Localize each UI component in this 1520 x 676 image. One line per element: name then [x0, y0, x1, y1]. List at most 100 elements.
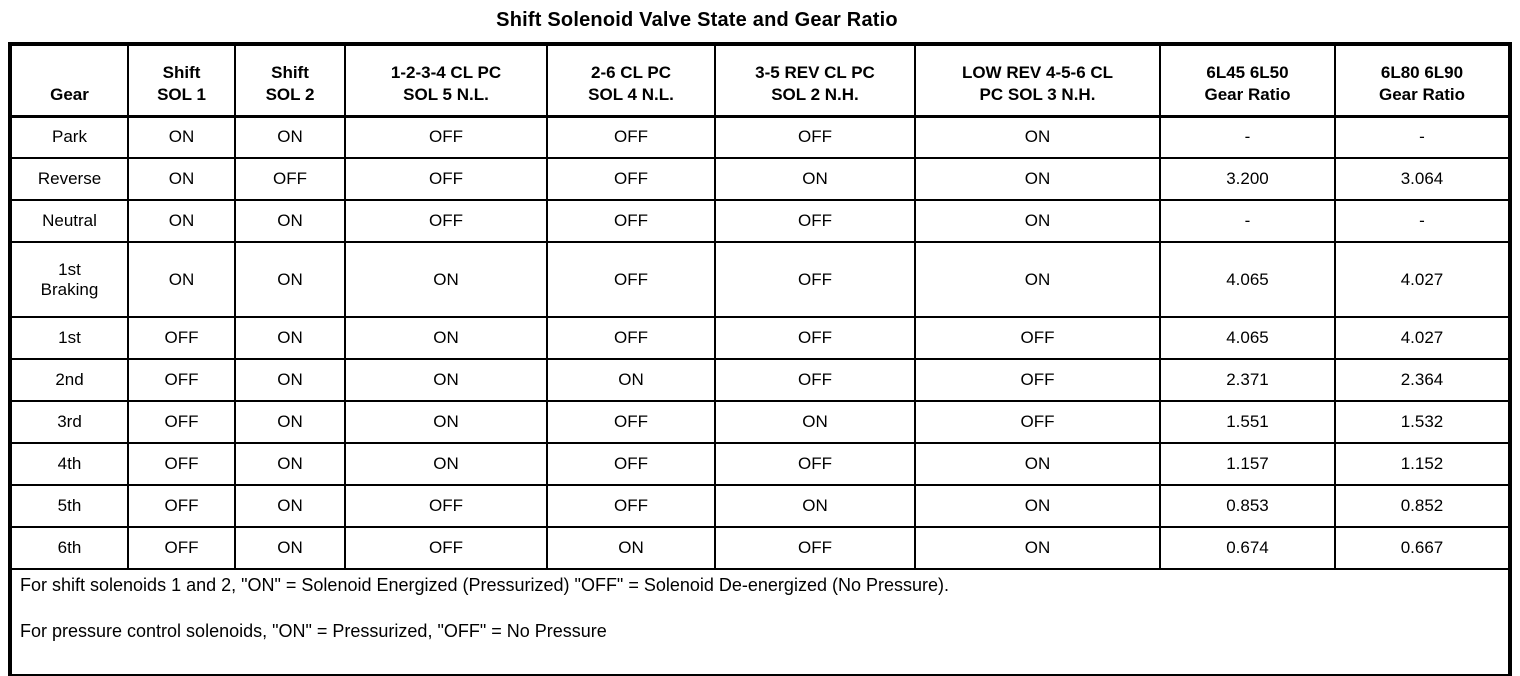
ratio-cell: -	[1334, 115, 1511, 159]
ratio-cell: 2.364	[1334, 358, 1511, 402]
state-cell: OFF	[546, 199, 716, 243]
state-cell: OFF	[127, 526, 236, 570]
column-header-ratio-6l80-6l90: 6L80 6L90 Gear Ratio	[1334, 43, 1511, 118]
state-cell: ON	[914, 199, 1161, 243]
table-row: Neutral ON ON OFF OFF OFF ON - -	[9, 199, 1511, 243]
state-cell: ON	[714, 400, 916, 444]
table-row: 3rd OFF ON ON OFF ON OFF 1.551 1.532	[9, 400, 1511, 444]
state-cell: OFF	[714, 526, 916, 570]
gear-cell: 1st Braking	[9, 241, 129, 318]
state-cell: OFF	[127, 358, 236, 402]
gear-cell: 3rd	[9, 400, 129, 444]
state-cell: OFF	[344, 115, 548, 159]
state-cell: ON	[914, 241, 1161, 318]
table-row: 6th OFF ON OFF ON OFF ON 0.674 0.667	[9, 526, 1511, 570]
gear-cell: 5th	[9, 484, 129, 528]
state-cell: ON	[344, 358, 548, 402]
ratio-cell: -	[1159, 199, 1336, 243]
state-cell: ON	[714, 157, 916, 201]
state-cell: ON	[914, 442, 1161, 486]
state-cell: ON	[546, 358, 716, 402]
state-cell: OFF	[914, 316, 1161, 360]
state-cell: OFF	[546, 400, 716, 444]
state-cell: OFF	[344, 199, 548, 243]
column-header-cl-pc-sol-5: 1-2-3-4 CL PC SOL 5 N.L.	[344, 43, 548, 118]
state-cell: OFF	[344, 484, 548, 528]
column-header-rev-cl-pc-sol-2: 3-5 REV CL PC SOL 2 N.H.	[714, 43, 916, 118]
table-body: Park ON ON OFF OFF OFF ON - - Reverse ON OFF OFF OFF O…	[9, 115, 1511, 570]
ratio-cell: 4.065	[1159, 241, 1336, 318]
state-cell: OFF	[714, 316, 916, 360]
state-cell: ON	[234, 526, 346, 570]
state-cell: OFF	[546, 442, 716, 486]
state-cell: OFF	[546, 157, 716, 201]
ratio-cell: 1.551	[1159, 400, 1336, 444]
state-cell: OFF	[234, 157, 346, 201]
table-row: 2nd OFF ON ON ON OFF OFF 2.371 2.364	[9, 358, 1511, 402]
state-cell: ON	[234, 241, 346, 318]
state-cell: ON	[127, 157, 236, 201]
state-cell: ON	[234, 484, 346, 528]
state-cell: OFF	[127, 442, 236, 486]
state-cell: ON	[234, 199, 346, 243]
state-cell: ON	[234, 115, 346, 159]
state-cell: ON	[914, 157, 1161, 201]
state-cell: OFF	[127, 484, 236, 528]
header-row: Gear Shift SOL 1 Shift SOL 2 1-2-3-4 CL PC …	[9, 43, 1511, 118]
ratio-cell: -	[1334, 199, 1511, 243]
column-header-shift-sol-1: Shift SOL 1	[127, 43, 236, 118]
gear-cell: 2nd	[9, 358, 129, 402]
state-cell: ON	[546, 526, 716, 570]
state-cell: ON	[344, 442, 548, 486]
state-cell: ON	[127, 199, 236, 243]
ratio-cell: 1.157	[1159, 442, 1336, 486]
ratio-cell: 4.027	[1334, 316, 1511, 360]
state-cell: ON	[914, 115, 1161, 159]
state-cell: OFF	[714, 358, 916, 402]
ratio-cell: -	[1159, 115, 1336, 159]
state-cell: ON	[234, 316, 346, 360]
state-cell: OFF	[714, 199, 916, 243]
state-cell: OFF	[127, 400, 236, 444]
state-cell: OFF	[127, 316, 236, 360]
state-cell: OFF	[714, 442, 916, 486]
state-cell: OFF	[344, 157, 548, 201]
ratio-cell: 1.152	[1334, 442, 1511, 486]
state-cell: ON	[234, 358, 346, 402]
table-footer: For shift solenoids 1 and 2, "ON" = Sole…	[9, 568, 1511, 676]
ratio-cell: 4.065	[1159, 316, 1336, 360]
ratio-cell: 3.064	[1334, 157, 1511, 201]
column-header-gear: Gear	[9, 43, 129, 118]
state-cell: OFF	[546, 241, 716, 318]
ratio-cell: 0.667	[1334, 526, 1511, 570]
table-row: 1st OFF ON ON OFF OFF OFF 4.065 4.027	[9, 316, 1511, 360]
state-cell: ON	[127, 115, 236, 159]
state-cell: ON	[234, 400, 346, 444]
state-cell: OFF	[546, 115, 716, 159]
ratio-cell: 2.371	[1159, 358, 1336, 402]
state-cell: ON	[914, 484, 1161, 528]
state-cell: OFF	[546, 484, 716, 528]
ratio-cell: 0.852	[1334, 484, 1511, 528]
state-cell: OFF	[914, 358, 1161, 402]
state-cell: OFF	[546, 316, 716, 360]
state-cell: OFF	[914, 400, 1161, 444]
gear-cell: Reverse	[9, 157, 129, 201]
ratio-cell: 0.853	[1159, 484, 1336, 528]
state-cell: ON	[127, 241, 236, 318]
table-row: Park ON ON OFF OFF OFF ON - -	[9, 115, 1511, 159]
table-row: 4th OFF ON ON OFF OFF ON 1.157 1.152	[9, 442, 1511, 486]
table-row: 1st Braking ON ON ON OFF OFF ON 4.065 4.027	[9, 241, 1511, 318]
solenoid-gear-table: Gear Shift SOL 1 Shift SOL 2 1-2-3-4 CL PC …	[8, 42, 1512, 676]
ratio-cell: 3.200	[1159, 157, 1336, 201]
ratio-cell: 1.532	[1334, 400, 1511, 444]
note-line: For pressure control solenoids, "ON" = P…	[20, 621, 607, 641]
state-cell: OFF	[344, 526, 548, 570]
note-line: For shift solenoids 1 and 2, "ON" = Sole…	[20, 575, 949, 595]
notes-row: For shift solenoids 1 and 2, "ON" = Sole…	[9, 568, 1511, 676]
table-header: Gear Shift SOL 1 Shift SOL 2 1-2-3-4 CL PC …	[9, 43, 1511, 118]
state-cell: ON	[344, 316, 548, 360]
state-cell: ON	[234, 442, 346, 486]
state-cell: ON	[344, 400, 548, 444]
table-row: 5th OFF ON OFF OFF ON ON 0.853 0.852	[9, 484, 1511, 528]
